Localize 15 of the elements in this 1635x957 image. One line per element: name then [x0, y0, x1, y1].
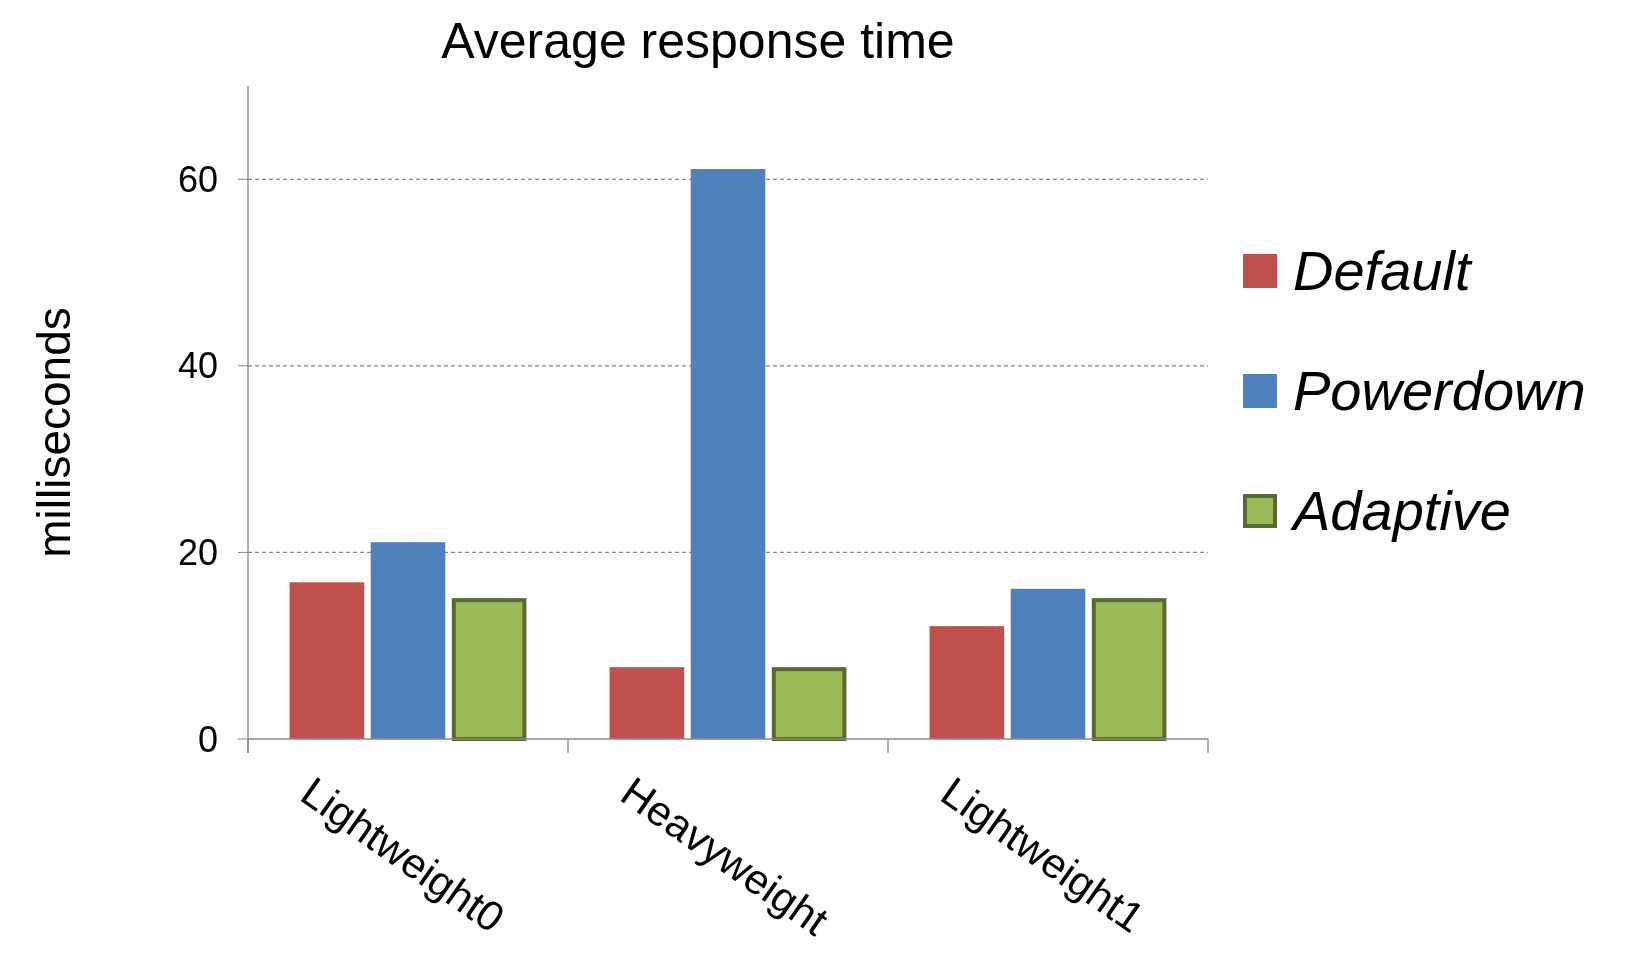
legend-label: Adaptive [1290, 478, 1511, 542]
y-tick-label: 40 [177, 345, 218, 387]
y-axis-title: milliseconds [28, 307, 80, 558]
bar [929, 626, 1005, 739]
bar [1010, 588, 1086, 739]
bar [289, 582, 365, 739]
y-tick-label: 60 [177, 158, 218, 200]
y-tick-label: 20 [177, 532, 218, 574]
bar [609, 667, 685, 739]
legend-label: Default [1293, 238, 1473, 302]
bar [370, 542, 446, 739]
chart-title: Average response time [441, 13, 955, 69]
y-tick-label: 0 [197, 718, 218, 760]
bar [690, 169, 766, 739]
legend-label: Powerdown [1293, 358, 1586, 422]
